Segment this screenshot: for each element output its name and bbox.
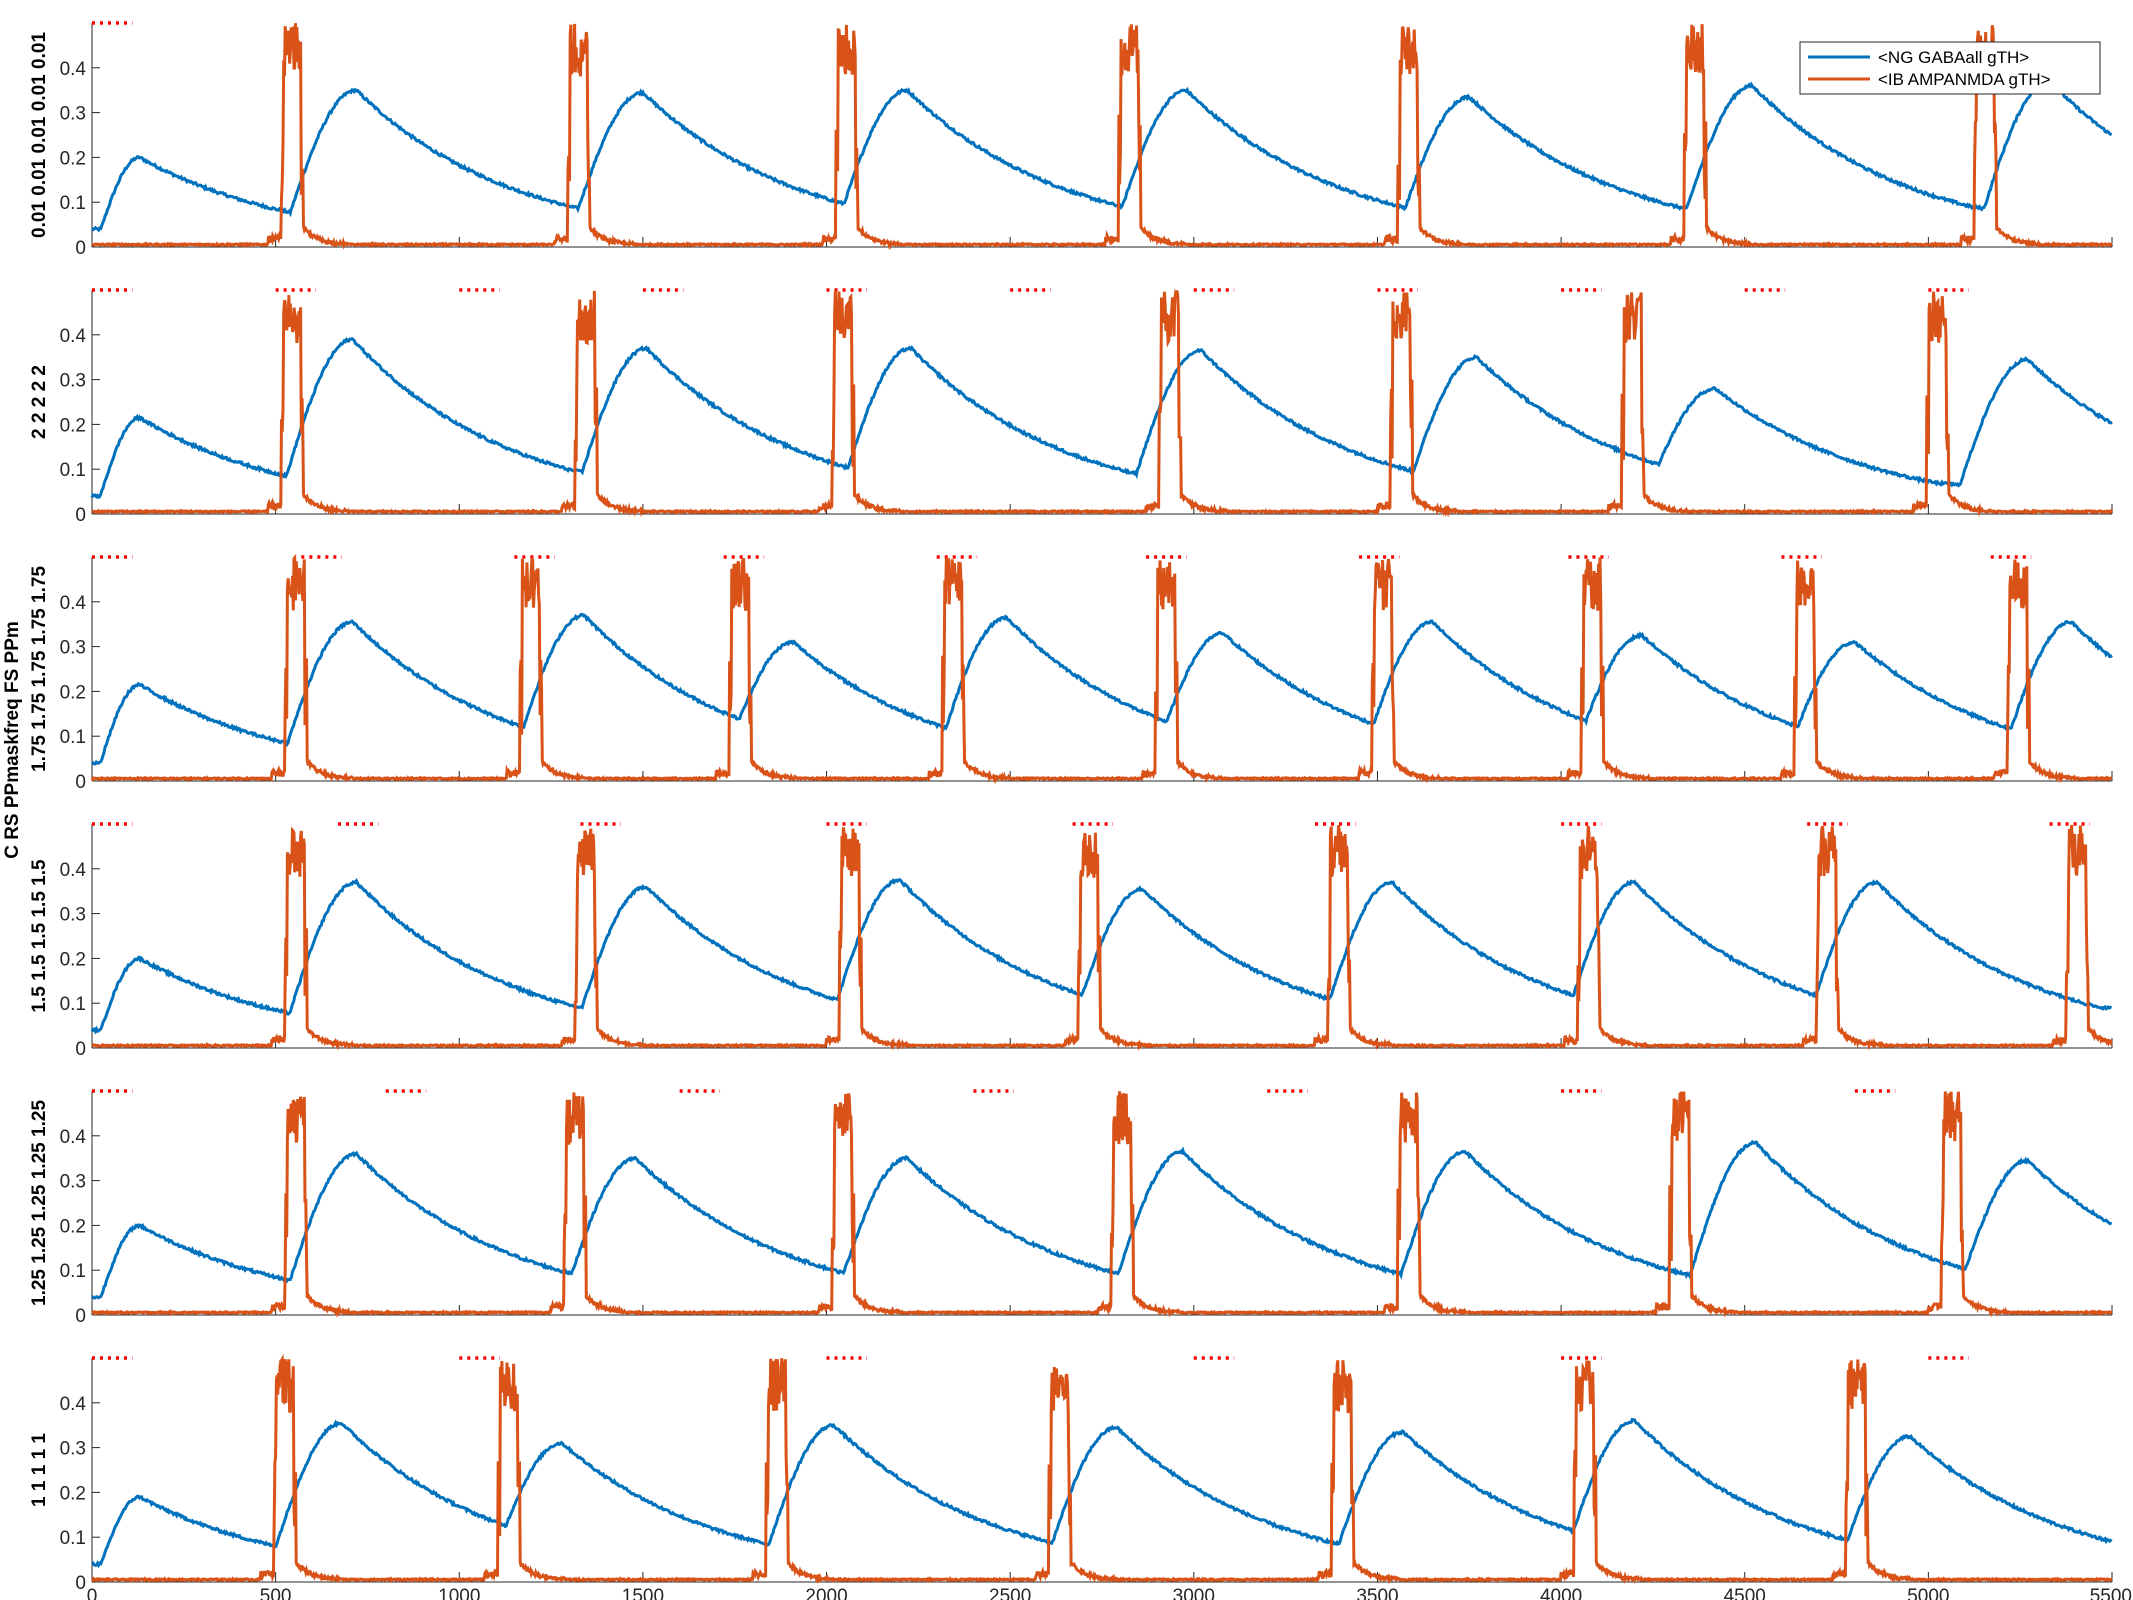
series-ng-gabaall-line bbox=[91, 612, 2113, 766]
y-tick-label: 0.1 bbox=[60, 727, 86, 748]
panel-ylabel: 0.01 0.01 0.01 0.01 0.01 bbox=[29, 32, 50, 238]
y-tick-label: 0.1 bbox=[60, 460, 86, 481]
ylabel-layer: C RS PPmaskfreq FS PPm bbox=[2, 621, 23, 859]
y-tick-label: 0.3 bbox=[60, 371, 86, 392]
series-ib-ampanmda-line bbox=[91, 824, 2113, 1051]
y-tick-label: 0.4 bbox=[60, 1127, 87, 1148]
y-tick-label: 0 bbox=[75, 1306, 86, 1327]
y-tick-label: 0.3 bbox=[60, 905, 86, 926]
y-tick-label: 0.2 bbox=[60, 682, 86, 703]
x-tick-label: 0 bbox=[87, 1586, 98, 1600]
legend-entry: <NG GABAall gTH> bbox=[1878, 48, 2029, 67]
x-tick-label: 3500 bbox=[1356, 1586, 1398, 1600]
y-tick-label: 0.3 bbox=[60, 104, 86, 125]
y-tick-label: 0.2 bbox=[60, 949, 86, 970]
y-tick-label: 0.1 bbox=[60, 193, 86, 214]
y-tick-label: 0 bbox=[75, 772, 86, 793]
x-tick-label: 1000 bbox=[438, 1586, 480, 1600]
panel-ylabel: 2 2 2 2 2 bbox=[29, 365, 50, 439]
y-tick-label: 0.2 bbox=[60, 148, 86, 169]
y-tick-label: 0.2 bbox=[60, 415, 86, 436]
y-tick-label: 0.4 bbox=[60, 326, 87, 347]
panel-ylabel: 1 1 1 1 1 bbox=[29, 1433, 50, 1507]
x-tick-label: 2000 bbox=[805, 1586, 847, 1600]
y-tick-label: 0.4 bbox=[60, 593, 87, 614]
series-ib-ampanmda-line bbox=[91, 288, 2114, 518]
y-tick-label: 0.4 bbox=[60, 860, 87, 881]
y-tick-label: 0.1 bbox=[60, 994, 86, 1015]
x-tick-label: 3000 bbox=[1173, 1586, 1215, 1600]
x-tick-label: 500 bbox=[260, 1586, 292, 1600]
y-tick-label: 0.4 bbox=[60, 1394, 87, 1415]
y-tick-label: 0.3 bbox=[60, 1172, 86, 1193]
panel-ylabel: 1.5 1.5 1.5 1.5 1.5 bbox=[29, 859, 50, 1013]
y-tick-label: 0.3 bbox=[60, 1439, 86, 1460]
panel-1: 0 0.1 0.2 0.3 0.4 0.01 0.01 0.01 0.01 0.01 bbox=[29, 21, 2113, 259]
y-tick-label: 0.1 bbox=[60, 1528, 86, 1549]
series-ng-gabaall-line bbox=[91, 1417, 2113, 1569]
panel-6: 0 0.1 0.2 0.3 0.4 0 500 1000 1500 2000 2500 3000 350… bbox=[29, 1353, 2132, 1600]
series-ng-gabaall-line bbox=[90, 1139, 2113, 1300]
series-ng-gabaall-line bbox=[90, 336, 2113, 500]
series-ib-ampanmda-line bbox=[90, 1091, 2113, 1318]
y-tick-label: 0.3 bbox=[60, 638, 86, 659]
x-tick-label: 5500 bbox=[2090, 1586, 2132, 1600]
y-tick-label: 0 bbox=[75, 1573, 86, 1594]
series-ng-gabaall-line bbox=[90, 877, 2112, 1035]
panels-layer: 0 0.1 0.2 0.3 0.4 0.01 0.01 0.01 0.01 0.01 0 0.… bbox=[29, 21, 2132, 1600]
panel-ylabel: 1.75 1.75 1.75 1.75 1.75 bbox=[29, 566, 50, 772]
legend: <NG GABAall gTH> <IB AMPANMDA gTH> bbox=[1799, 41, 2101, 95]
shared-ylabel: C RS PPmaskfreq FS PPm bbox=[2, 621, 23, 859]
y-tick-label: 0.2 bbox=[60, 1483, 86, 1504]
series-ib-ampanmda-line bbox=[91, 1353, 2113, 1585]
y-tick-label: 0.1 bbox=[60, 1261, 86, 1282]
series-ib-ampanmda-line bbox=[90, 553, 2113, 785]
x-tick-label: 4000 bbox=[1540, 1586, 1582, 1600]
legend-box bbox=[1799, 41, 2101, 95]
panel-ylabel: 1.25 1.25 1.25 1.25 1.25 bbox=[29, 1100, 50, 1306]
x-tick-label: 4500 bbox=[1724, 1586, 1766, 1600]
series-ib-ampanmda-line bbox=[91, 23, 2113, 251]
y-tick-label: 0 bbox=[75, 1039, 86, 1060]
x-tick-label: 2500 bbox=[989, 1586, 1031, 1600]
legend-entry: <IB AMPANMDA gTH> bbox=[1878, 70, 2051, 89]
y-tick-label: 0 bbox=[75, 505, 86, 526]
y-tick-label: 0.4 bbox=[60, 59, 87, 80]
series-ng-gabaall-line bbox=[91, 79, 2113, 233]
x-tick-label: 5000 bbox=[1907, 1586, 1949, 1600]
panel-2: 0 0.1 0.2 0.3 0.4 2 2 2 2 2 bbox=[29, 288, 2114, 526]
panel-4: 0 0.1 0.2 0.3 0.4 1.5 1.5 1.5 1.5 1.5 bbox=[29, 822, 2113, 1060]
x-tick-label: 1500 bbox=[622, 1586, 664, 1600]
panel-3: 0 0.1 0.2 0.3 0.4 1.75 1.75 1.75 1.75 1.75 bbox=[29, 553, 2113, 793]
panel-5: 0 0.1 0.2 0.3 0.4 1.25 1.25 1.25 1.25 1.25 bbox=[29, 1089, 2113, 1327]
y-tick-label: 0 bbox=[75, 238, 86, 259]
y-tick-label: 0.2 bbox=[60, 1216, 86, 1237]
